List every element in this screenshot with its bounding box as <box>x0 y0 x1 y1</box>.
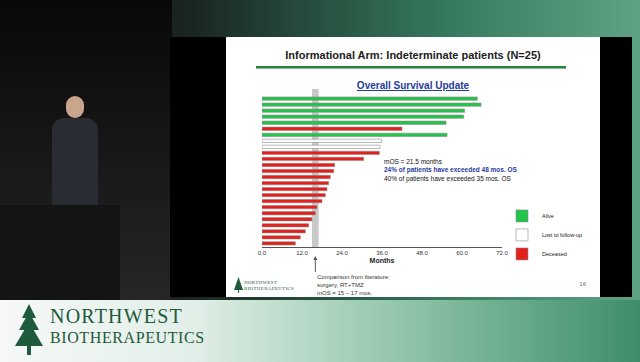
svg-text:72.0: 72.0 <box>496 250 508 256</box>
svg-text:48.0: 48.0 <box>416 250 428 256</box>
svg-text:24% of patients have exceeded: 24% of patients have exceeded 48 mos. OS <box>384 166 518 174</box>
html-text:16: 16 <box>579 281 586 287</box>
svg-text:mOS = 21.5 months: mOS = 21.5 months <box>384 158 443 165</box>
html-text:BIOTHERAPEUTICS: BIOTHERAPEUTICS <box>50 329 205 346</box>
svg-text:36.0: 36.0 <box>376 250 388 256</box>
svg-text:0.0: 0.0 <box>258 250 267 256</box>
html-text:Overall Survival Update: Overall Survival Update <box>356 80 470 91</box>
svg-text:60.0: 60.0 <box>456 250 468 256</box>
svg-text:24.0: 24.0 <box>336 250 348 256</box>
svg-text:Deceased: Deceased <box>542 251 567 257</box>
svg-text:Alive: Alive <box>542 213 554 219</box>
svg-text:Lost to follow-up: Lost to follow-up <box>542 232 582 238</box>
svg-text:Comparison from literature:sur: Comparison from literature:surgery, RT+T… <box>317 274 390 296</box>
svg-text:40% of patients have exceeded: 40% of patients have exceeded 35 mos. OS <box>384 175 511 183</box>
html-text:NORTHWEST: NORTHWEST <box>50 305 183 327</box>
html-text:Informational Arm: Indetermina: Informational Arm: Indeterminate patient… <box>285 49 541 61</box>
svg-text:Months: Months <box>370 257 395 264</box>
html-text:BIOTHERAPEUTICS: BIOTHERAPEUTICS <box>244 286 295 291</box>
svg-text:12.0: 12.0 <box>296 250 308 256</box>
html-text:NORTHWEST: NORTHWEST <box>244 280 278 285</box>
